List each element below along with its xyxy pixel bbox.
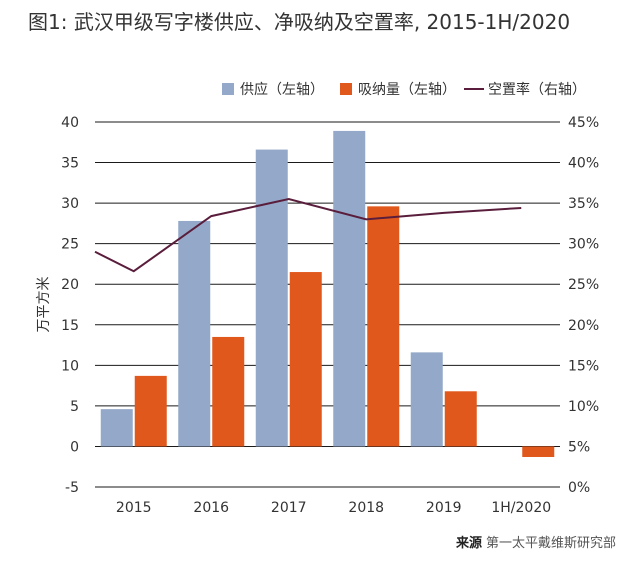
x-tick-label: 2016 xyxy=(193,500,229,516)
left-axis-ticks: -5 0 5 10 15 20 25 30 35 40 xyxy=(61,115,79,496)
absorption-bar xyxy=(289,272,322,447)
absorption-bar xyxy=(522,446,555,457)
legend-absorption-swatch xyxy=(340,83,352,95)
supply-bar xyxy=(410,352,443,447)
legend-vacancy-label: 空置率（右轴） xyxy=(488,81,586,98)
right-tick-label: 35% xyxy=(568,196,599,212)
source-note: 来源 第一太平戴维斯研究部 xyxy=(456,532,616,551)
right-tick-label: 25% xyxy=(568,277,599,293)
left-tick-label: 10 xyxy=(61,358,79,374)
supply-bar xyxy=(100,409,133,447)
absorption-bar xyxy=(212,336,245,447)
left-tick-label: 5 xyxy=(70,399,79,415)
left-tick-label: 40 xyxy=(61,115,79,131)
left-axis-label: 万平方米 xyxy=(36,277,52,333)
right-tick-label: 0% xyxy=(568,480,590,496)
supply-bar xyxy=(178,220,211,447)
x-tick-label: 2019 xyxy=(426,500,462,516)
right-tick-label: 15% xyxy=(568,358,599,374)
x-tick-label: 2018 xyxy=(348,500,384,516)
left-tick-label: 20 xyxy=(61,277,79,293)
legend-supply-label: 供应（左轴） xyxy=(240,81,324,98)
right-axis-ticks: 0% 5% 10% 15% 20% 25% 30% 35% 40% 45% xyxy=(568,115,599,496)
left-tick-label: -5 xyxy=(65,480,79,496)
x-axis-ticks: 2015 2016 2017 2018 2019 1H/2020 xyxy=(116,500,551,516)
left-tick-label: 25 xyxy=(61,237,79,253)
right-tick-label: 30% xyxy=(568,237,599,253)
absorption-bar xyxy=(367,206,400,447)
left-tick-label: 35 xyxy=(61,156,79,172)
absorption-bar xyxy=(134,375,167,447)
vacancy-line-group xyxy=(94,198,522,273)
absorption-bar xyxy=(444,391,477,447)
source-label: 来源 xyxy=(455,536,482,551)
x-tick-label: 2017 xyxy=(271,500,307,516)
supply-bar xyxy=(255,149,288,447)
right-tick-label: 20% xyxy=(568,318,599,334)
chart-title: 图1: 武汉甲级写字楼供应、净吸纳及空置率, 2015-1H/2020 xyxy=(28,10,571,34)
right-tick-label: 40% xyxy=(568,156,599,172)
right-tick-label: 45% xyxy=(568,115,599,131)
left-tick-label: 0 xyxy=(70,439,79,455)
supply-bar xyxy=(333,130,366,447)
right-tick-label: 5% xyxy=(568,439,590,455)
grid-lines xyxy=(95,121,560,488)
legend-absorption-label: 吸纳量（左轴） xyxy=(358,82,456,98)
x-tick-label: 2015 xyxy=(116,500,152,516)
legend-supply-swatch xyxy=(222,83,234,95)
source-text: 第一太平戴维斯研究部 xyxy=(485,536,616,551)
legend: 供应（左轴） 吸纳量（左轴） 空置率（右轴） xyxy=(222,81,586,98)
left-tick-label: 15 xyxy=(61,318,79,334)
left-tick-label: 30 xyxy=(61,196,79,212)
right-tick-label: 10% xyxy=(568,399,599,415)
bars-group xyxy=(100,130,555,457)
vacancy-rate-line xyxy=(94,198,522,273)
x-tick-label: 1H/2020 xyxy=(491,500,551,516)
